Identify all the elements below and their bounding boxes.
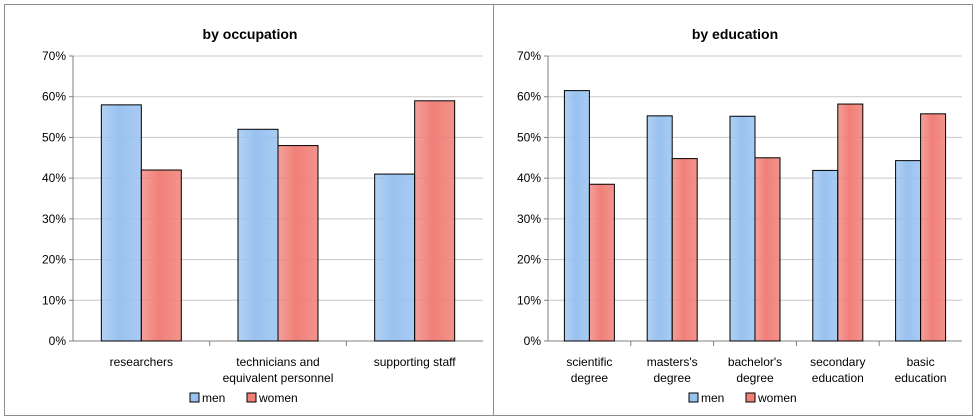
y-tick-label: 0% (524, 334, 542, 348)
legend-swatch-men (689, 393, 698, 402)
y-tick-label: 50% (42, 130, 66, 144)
y-tick-label: 10% (42, 293, 66, 307)
y-tick-label: 20% (517, 253, 541, 267)
x-category-label: technicians and equivalent personnel (223, 355, 334, 385)
chart-panel-occupation: by occupation 0% 10% 20% 30% 40% 50% 60% 70% rese… (4, 4, 494, 416)
chart-occupation: by occupation 0% 10% 20% 30% 40% 50% 60% 70% rese… (5, 5, 495, 417)
y-tick-label: 30% (517, 212, 541, 226)
bar-women-masters-s-degree (672, 159, 697, 341)
legend-swatch-women (247, 393, 256, 402)
bar-men-supporting-staff (375, 174, 415, 341)
x-category-label: basic education (895, 355, 947, 385)
chart-title: by education (692, 26, 778, 42)
x-category-label: researchers (110, 355, 173, 369)
x-category-label: secondary education (810, 355, 865, 385)
legend-label-women: women (757, 391, 797, 405)
legend-label-women: women (258, 391, 298, 405)
bar-men-researchers (101, 105, 141, 341)
bar-men-bachelor-s-degree (730, 116, 755, 341)
bar-women-bachelor-s-degree (755, 158, 780, 341)
bar-men-technicians-and-equivalent-personnel (238, 129, 278, 341)
chart-education: by education 0% 10% 20% 30% 40% 50% 60% 70% scien… (494, 5, 974, 417)
bar-women-scientific-degree (589, 184, 614, 341)
y-tick-label: 70% (517, 49, 541, 63)
bar-men-masters-s-degree (647, 116, 672, 341)
y-tick-label: 40% (517, 171, 541, 185)
bar-women-supporting-staff (415, 101, 455, 341)
legend-swatch-men (190, 393, 199, 402)
x-category-label: bachelor's degree (728, 355, 782, 385)
legend-label-men: men (701, 391, 724, 405)
x-category-label: masters's degree (647, 355, 698, 385)
x-category-label: supporting staff (374, 355, 456, 369)
chart-title: by occupation (203, 26, 298, 42)
bar-women-secondary-education (838, 104, 863, 341)
y-tick-label: 30% (42, 212, 66, 226)
y-tick-label: 10% (517, 293, 541, 307)
y-tick-label: 0% (49, 334, 67, 348)
chart-panel-education: by education 0% 10% 20% 30% 40% 50% 60% 70% scien… (493, 4, 973, 416)
bar-men-scientific-degree (564, 91, 589, 341)
bar-men-secondary-education (813, 170, 838, 341)
bar-women-technicians-and-equivalent-personnel (278, 146, 318, 341)
y-tick-label: 60% (42, 90, 66, 104)
y-tick-label: 40% (42, 171, 66, 185)
legend-label-men: men (202, 391, 225, 405)
legend-swatch-women (746, 393, 755, 402)
y-tick-label: 20% (42, 253, 66, 267)
y-tick-label: 50% (517, 130, 541, 144)
bar-men-basic-education (896, 161, 921, 341)
bar-women-basic-education (921, 114, 946, 341)
bar-women-researchers (141, 170, 181, 341)
y-tick-label: 70% (42, 49, 66, 63)
x-category-label: scientific degree (566, 355, 612, 385)
y-tick-label: 60% (517, 90, 541, 104)
